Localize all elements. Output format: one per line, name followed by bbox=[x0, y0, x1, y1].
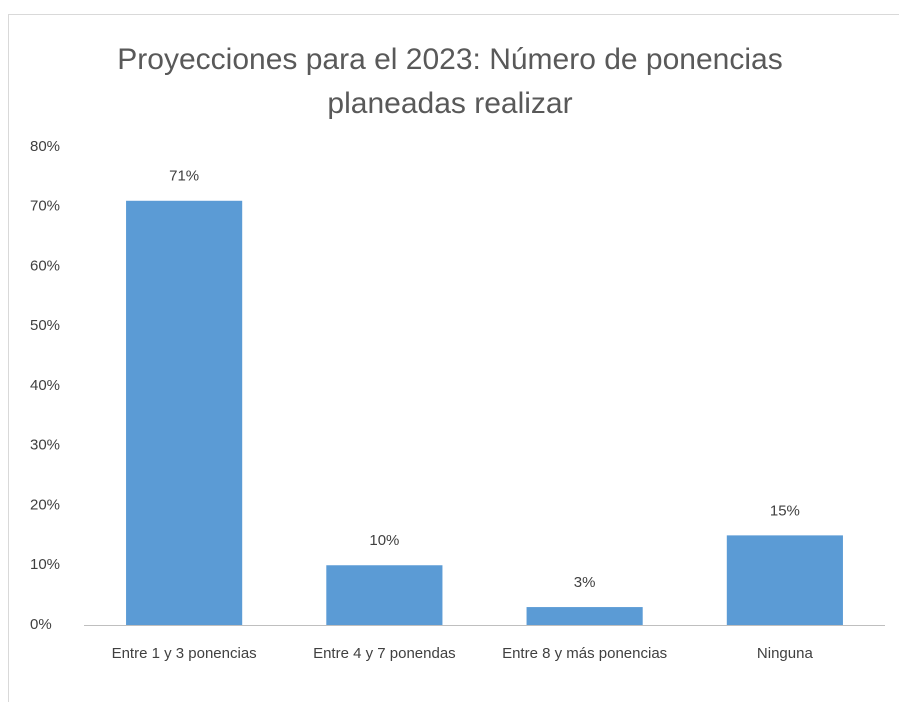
y-tick-label: 80% bbox=[30, 138, 60, 155]
bar bbox=[526, 607, 643, 625]
x-tick-label: Entre 4 y 7 ponendas bbox=[313, 645, 456, 662]
data-label: 10% bbox=[369, 532, 399, 549]
y-tick-label: 0% bbox=[30, 616, 52, 633]
bar bbox=[726, 535, 843, 625]
x-tick-label: Ninguna bbox=[756, 645, 813, 662]
y-tick-label: 70% bbox=[30, 198, 60, 215]
data-label: 71% bbox=[169, 168, 199, 185]
y-tick-label: 50% bbox=[30, 317, 60, 334]
x-tick-label: Entre 8 y más ponencias bbox=[502, 645, 668, 662]
x-tick-label: Entre 1 y 3 ponencias bbox=[111, 645, 257, 662]
y-tick-label: 30% bbox=[30, 437, 60, 454]
y-tick-label: 40% bbox=[30, 377, 60, 394]
bar bbox=[126, 200, 243, 625]
bar bbox=[326, 565, 443, 625]
y-tick-label: 20% bbox=[30, 496, 60, 513]
y-tick-label: 60% bbox=[30, 257, 60, 274]
chart-frame bbox=[8, 14, 899, 702]
data-label: 3% bbox=[574, 574, 596, 591]
data-label: 15% bbox=[770, 502, 800, 519]
chart-title: Proyecciones para el 2023: Número de pon… bbox=[117, 43, 783, 120]
y-tick-label: 10% bbox=[30, 556, 60, 573]
